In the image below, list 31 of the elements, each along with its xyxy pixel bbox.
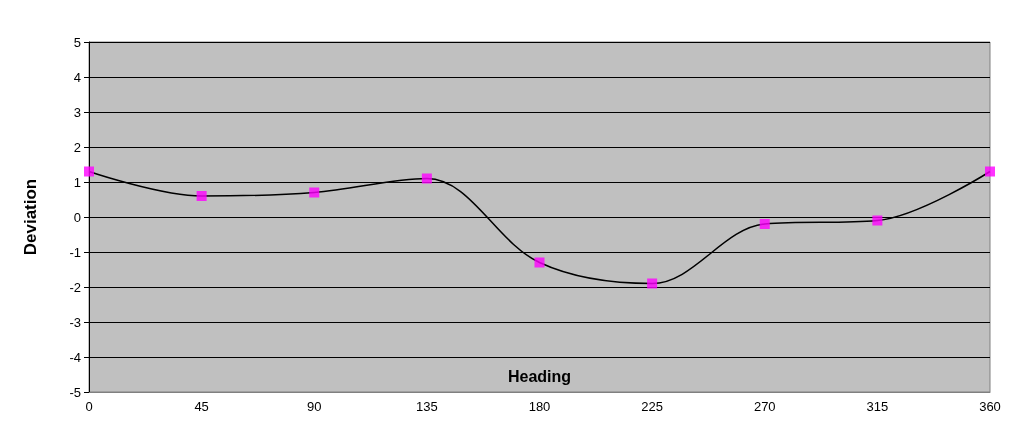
x-tick-label: 0 — [85, 399, 93, 414]
point — [421, 173, 432, 184]
y-tick-label: 3 — [73, 104, 81, 120]
point — [985, 166, 995, 177]
x-tick-label: 270 — [753, 399, 776, 414]
point — [759, 219, 770, 229]
y-tick-label: -3 — [69, 314, 81, 330]
x-tick-label: 360 — [979, 399, 1001, 414]
y-tick-label: -1 — [69, 244, 81, 260]
point — [647, 278, 658, 289]
point — [84, 166, 94, 177]
y-axis-title: Deviation — [21, 178, 40, 256]
x-axis-title: Heading — [507, 367, 572, 385]
y-tick-label: 1 — [73, 174, 81, 190]
point — [872, 215, 883, 226]
point — [309, 187, 320, 198]
y-tick-label: -5 — [69, 384, 81, 400]
y-tick-label: 2 — [73, 139, 81, 155]
y-tick-label: -4 — [69, 349, 81, 365]
x-tick-label: 45 — [194, 399, 209, 414]
x-tick-label: 135 — [416, 399, 438, 414]
y-tick-label: 4 — [73, 69, 81, 85]
x-tick-label: 90 — [307, 399, 322, 414]
x-tick-label: 180 — [528, 399, 551, 414]
point — [534, 257, 545, 268]
y-tick-label: 0 — [73, 209, 81, 225]
y-tick-label: -2 — [69, 279, 81, 295]
x-tick-label: 315 — [866, 399, 889, 414]
y-tick-label: 5 — [73, 34, 81, 50]
x-tick-label: 225 — [641, 399, 663, 414]
point — [196, 191, 207, 201]
